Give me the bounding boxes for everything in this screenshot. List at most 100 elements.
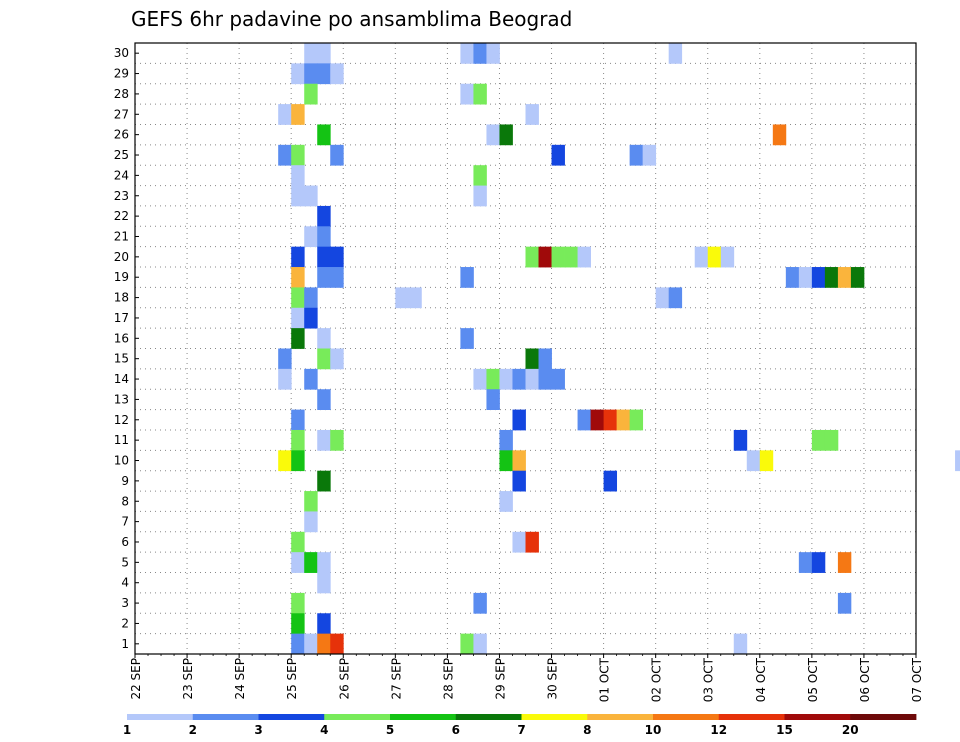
heatmap-cell [603,470,618,492]
heatmap-cell [811,429,826,451]
colorbar-label: 15 [776,723,793,737]
heatmap-cell [304,185,318,207]
heatmap-cells [278,43,960,655]
y-tick-label: 11 [114,433,129,447]
heatmap-cell [304,226,318,248]
heatmap-cell [837,267,852,288]
heatmap-cell [694,246,709,268]
heatmap-cell [291,409,305,431]
heatmap-cell [291,531,305,553]
heatmap-cell [551,368,565,390]
heatmap-cell [330,348,344,370]
heatmap-cell [538,348,552,370]
heatmap-cell [746,450,761,472]
colorbar-label: 12 [710,723,727,737]
colorbar-label: 2 [189,723,197,737]
heatmap-cell [590,409,604,431]
colorbar-segment [521,714,588,720]
y-tick-label: 23 [114,189,129,203]
x-tick-label: 26 SEP [337,658,351,700]
heatmap-cell [512,368,526,390]
x-tick-label: 01 OCT [598,657,612,702]
heatmap-cell [291,307,305,329]
heatmap-cell [720,246,735,268]
heatmap-cell [733,429,748,451]
x-tick-label: 03 OCT [702,657,716,702]
y-tick-label: 25 [114,148,129,162]
heatmap-cell [291,144,305,166]
heatmap-cell [317,328,331,349]
heatmap-cell [577,246,591,268]
heatmap-cell [577,409,591,431]
colorbar-segment [192,714,259,720]
heatmap-cell [291,450,305,472]
x-tick-label: 28 SEP [441,658,455,700]
heatmap-cell [317,633,331,655]
heatmap-cell [785,267,800,288]
heatmap-cell [850,267,865,288]
heatmap-cell [473,185,487,207]
y-tick-label: 5 [121,555,129,569]
heatmap-cell [291,429,305,451]
heatmap-cell [317,429,331,451]
heatmap-cell [304,511,318,533]
y-tick-label: 24 [114,168,129,182]
heatmap-cell [304,491,318,512]
heatmap-cell [837,592,852,614]
x-tick-label: 05 OCT [806,657,820,702]
colorbar-segment [653,714,720,720]
heatmap-cell [772,124,787,146]
heatmap-cell [525,368,539,390]
heatmap-cell [486,43,500,64]
heatmap-cell [486,389,500,410]
heatmap-cell [317,267,331,288]
colorbar-segment [587,714,654,720]
heatmap-cell [317,246,331,268]
y-tick-label: 12 [114,413,129,427]
colorbar-segment [850,714,917,720]
colorbar-label: 8 [583,723,591,737]
heatmap-cell [291,552,305,573]
x-tick-label: 25 SEP [285,658,299,700]
heatmap-cell [460,267,474,288]
heatmap-cell [512,409,526,431]
heatmap-cell [499,429,513,451]
heatmap-cell [317,43,331,64]
heatmap-cell [304,287,318,309]
heatmap-cell [473,592,487,614]
heatmap-cell [278,348,292,370]
y-tick-label: 1 [121,637,129,651]
heatmap-cell [291,328,305,349]
x-tick-label: 04 OCT [754,657,768,702]
x-tick-label: 29 SEP [493,658,507,700]
y-tick-label: 6 [121,535,129,549]
heatmap-cell [304,307,318,329]
heatmap-cell [330,63,344,85]
heatmap-cell [486,368,500,390]
heatmap-cell [395,287,409,309]
heatmap-cell [811,552,826,573]
colorbar-label: 10 [645,723,662,737]
y-tick-label: 17 [114,311,129,325]
heatmap-cell [525,104,539,125]
colorbar-label: 6 [452,723,460,737]
heatmap-cell [642,144,657,166]
heatmap-cell [460,633,474,655]
heatmap-cell [525,246,539,268]
y-tick-label: 26 [114,128,129,142]
heatmap-cell [278,104,292,125]
heatmap-cell [499,368,513,390]
heatmap-cell [603,409,618,431]
y-tick-label: 19 [114,270,129,284]
x-tick-label: 23 SEP [181,658,195,700]
heatmap-cell [473,165,487,186]
heatmap-cell [317,572,331,594]
heatmap-cell [486,124,500,146]
colorbar-segment [324,714,391,720]
colorbar-segment [718,714,785,720]
y-tick-label: 29 [114,67,129,81]
y-tick-label: 15 [114,352,129,366]
heatmap-cell [304,368,318,390]
heatmap-cell [291,185,305,207]
